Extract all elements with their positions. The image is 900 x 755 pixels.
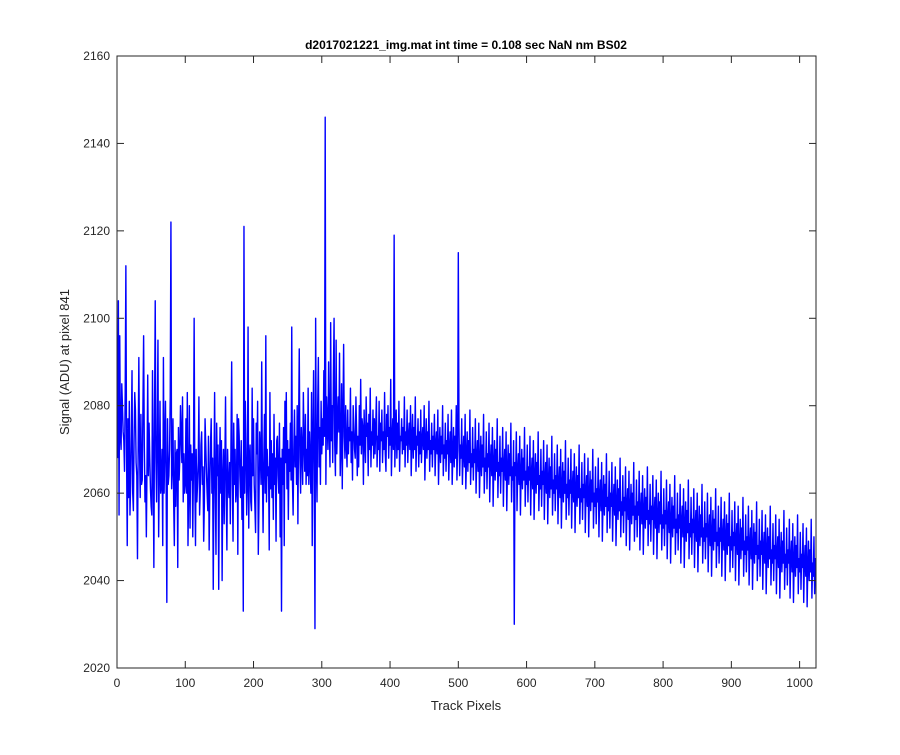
y-tick-label: 2060	[83, 486, 110, 500]
x-tick-label: 1000	[786, 676, 813, 690]
x-tick-label: 200	[244, 676, 264, 690]
y-tick-label: 2100	[83, 311, 110, 325]
axes-box	[116, 55, 817, 669]
plot-area	[117, 56, 816, 668]
x-tick-label: 400	[380, 676, 400, 690]
y-tick-label: 2080	[83, 399, 110, 413]
y-axis-label: Signal (ADU) at pixel 841	[57, 289, 72, 435]
x-tick-label: 500	[448, 676, 468, 690]
axes: 0 100 200 300 400 500 600 700 800 900 1000 2020 2040…	[83, 49, 817, 690]
y-tick-label: 2040	[83, 574, 110, 588]
y-tick-label: 2120	[83, 224, 110, 238]
chart-title: d2017021221_img.mat int time = 0.108 sec…	[305, 38, 627, 52]
x-tick-label: 100	[175, 676, 195, 690]
x-axis-label: Track Pixels	[431, 698, 502, 713]
y-tick-label: 2020	[83, 661, 110, 675]
x-tick-label: 300	[312, 676, 332, 690]
x-tick-label: 900	[721, 676, 741, 690]
y-tick-label: 2160	[83, 49, 110, 63]
x-tick-label: 800	[653, 676, 673, 690]
y-tick-label: 2140	[83, 136, 110, 150]
series-line-0	[117, 116, 816, 630]
x-tick-label: 600	[517, 676, 537, 690]
x-tick-label: 0	[114, 676, 121, 690]
x-tick-label: 700	[585, 676, 605, 690]
plot-content	[117, 116, 816, 630]
